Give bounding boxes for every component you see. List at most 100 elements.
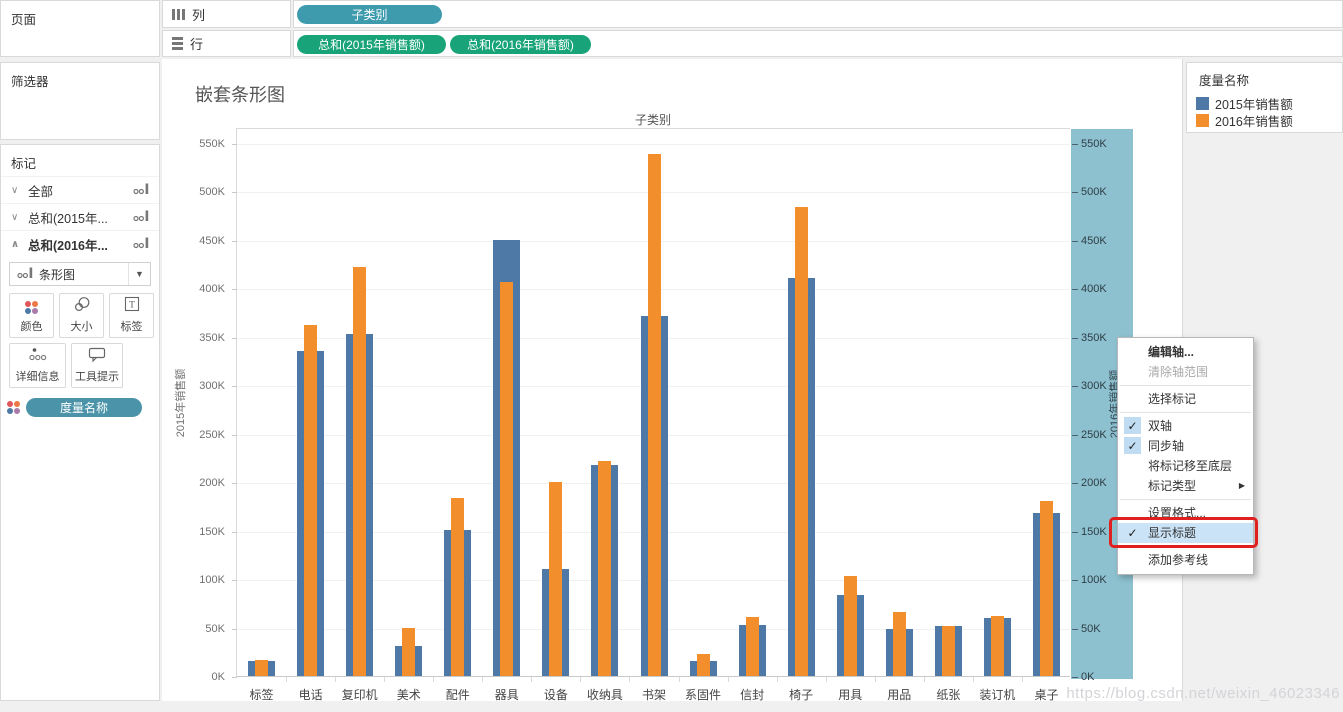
x-category-label[interactable]: 配件 — [445, 688, 470, 702]
y-tick-mark — [232, 192, 237, 193]
pill-sum-2016-sales[interactable]: 总和(2016年销售额) — [450, 35, 591, 54]
marks-row-sum-2016[interactable]: ∧ 总和(2016年... — [1, 230, 159, 257]
bar-chart-icon — [133, 183, 149, 198]
x-category-label[interactable]: 系固件 — [685, 688, 722, 702]
right-tick-label: 350K — [1081, 331, 1107, 344]
bar-2016年销售额-系固件[interactable] — [696, 653, 710, 676]
bar-chart-icon — [133, 210, 149, 225]
y-tick-label: 500K — [199, 186, 225, 198]
bar-2016年销售额-器具[interactable] — [500, 282, 514, 676]
bar-2016年销售额-美术[interactable] — [402, 627, 416, 676]
y-tick-mark — [232, 240, 237, 242]
legend-swatch — [1196, 114, 1209, 127]
bar-2016年销售额-标签[interactable] — [255, 659, 269, 676]
bar-2016年销售额-收纳具[interactable] — [598, 460, 612, 676]
legend-item[interactable]: 2015年销售额 — [1187, 95, 1342, 112]
chevron-up-icon[interactable]: ∧ — [11, 238, 20, 250]
bar-chart-icon — [133, 237, 149, 252]
menu-item-format[interactable]: 设置格式... — [1148, 506, 1207, 520]
rows-shelf[interactable]: 总和(2015年销售额) 总和(2016年销售额) — [293, 30, 1343, 57]
x-category-label[interactable]: 收纳具 — [586, 688, 623, 702]
color-button[interactable]: 颜色 — [9, 293, 54, 338]
detail-button[interactable]: 详细信息 — [9, 343, 66, 388]
y-tick-mark — [232, 289, 237, 290]
right-tick-label: 200K — [1081, 477, 1107, 489]
menu-item-synchronize-axis[interactable]: ✓ 同步轴 — [1118, 436, 1253, 456]
y-tick-label: 450K — [199, 234, 225, 247]
bar-2016年销售额-纸张[interactable] — [941, 625, 955, 676]
marks-row-all[interactable]: ∨ 全部 — [1, 176, 159, 203]
marks-label: 标记 — [11, 157, 37, 171]
bar-2016年销售额-信封[interactable] — [745, 616, 759, 676]
columns-shelf[interactable]: 子类别 — [293, 0, 1343, 28]
legend-item[interactable]: 2016年销售额 — [1187, 112, 1342, 129]
right-tick-mark — [1072, 677, 1078, 678]
left-axis-title: 2015年销售额 — [175, 368, 188, 437]
filters-shelf[interactable]: 筛选器 — [0, 62, 160, 140]
rows-icon — [172, 37, 183, 50]
right-tick-label: 300K — [1081, 380, 1107, 392]
menu-item-select-marks[interactable]: 选择标记 — [1148, 392, 1197, 406]
bar-2016年销售额-装订机[interactable] — [990, 615, 1004, 676]
pill-subcategory[interactable]: 子类别 — [297, 5, 442, 24]
menu-item-add-reference-line[interactable]: 添加参考线 — [1148, 553, 1209, 567]
menu-item-move-marks-to-back[interactable]: 将标记移至底层 — [1148, 459, 1233, 473]
right-tick-mark — [1072, 289, 1078, 290]
bar-2016年销售额-桌子[interactable] — [1039, 501, 1053, 676]
label-button[interactable]: T 标签 — [109, 293, 154, 338]
marks-rows: ∨ 全部 ∨ 总和(2015年... ∧ 总和(2016年... — [1, 176, 159, 257]
x-category-label[interactable]: 装订机 — [979, 688, 1016, 702]
size-button[interactable]: 大小 — [59, 293, 104, 338]
right-tick-label: 400K — [1081, 283, 1107, 295]
menu-item-edit-axis[interactable]: 编辑轴... — [1148, 345, 1195, 359]
check-icon: ✓ — [1124, 437, 1141, 454]
x-tick-mark — [678, 677, 680, 682]
x-category-label[interactable]: 设备 — [543, 688, 568, 702]
x-category-label[interactable]: 用品 — [887, 688, 912, 702]
x-category-label[interactable]: 复印机 — [341, 688, 378, 702]
x-category-label[interactable]: 标签 — [249, 688, 274, 702]
x-tick-mark — [923, 677, 925, 682]
menu-item-mark-type[interactable]: 标记类型 ▶ — [1118, 476, 1253, 496]
x-category-label[interactable]: 用具 — [838, 688, 863, 702]
tooltip-button[interactable]: 工具提示 — [71, 343, 123, 388]
y-tick-label: 100K — [199, 574, 225, 586]
chart-plot-area[interactable]: 2015年销售额 2016年销售额 0K 50K 100K 150K 200K 250K 3… — [175, 128, 1133, 702]
pages-shelf[interactable]: 页面 — [0, 0, 160, 57]
y-tick-mark — [232, 337, 237, 339]
right-tick-mark — [1072, 628, 1078, 630]
chevron-down-icon[interactable]: ▼ — [128, 263, 150, 285]
pill-sum-2015-sales[interactable]: 总和(2015年销售额) — [297, 35, 446, 54]
x-category-label[interactable]: 器具 — [494, 688, 519, 702]
x-category-label[interactable]: 纸张 — [936, 688, 961, 702]
mark-type-dropdown[interactable]: 条形图 ▼ — [9, 262, 151, 286]
x-tick-mark — [727, 677, 729, 682]
bar-2016年销售额-书架[interactable] — [647, 154, 661, 676]
x-tick-mark — [286, 677, 288, 682]
marks-row-sum-2015[interactable]: ∨ 总和(2015年... — [1, 203, 159, 230]
y-tick-label: 400K — [199, 283, 225, 295]
right-tick-mark — [1072, 580, 1078, 581]
bar-2016年销售额-椅子[interactable] — [794, 206, 808, 676]
bar-2016年销售额-复印机[interactable] — [353, 266, 367, 676]
menu-item-show-header[interactable]: ✓ 显示标题 — [1118, 523, 1253, 543]
bar-2016年销售额-配件[interactable] — [451, 497, 465, 676]
x-category-label[interactable]: 美术 — [396, 688, 421, 702]
x-category-label[interactable]: 椅子 — [789, 688, 814, 702]
legend-card[interactable]: 度量名称 2015年销售额 2016年销售额 — [1186, 62, 1343, 133]
x-category-label[interactable]: 书架 — [641, 688, 666, 702]
bar-2016年销售额-电话[interactable] — [304, 324, 318, 676]
x-category-label[interactable]: 桌子 — [1034, 688, 1059, 702]
bar-2016年销售额-设备[interactable] — [549, 482, 563, 676]
right-tick-mark — [1072, 386, 1078, 387]
pill-measure-names[interactable]: 度量名称 — [26, 398, 142, 417]
x-category-label[interactable]: 信封 — [740, 688, 765, 702]
right-tick-label: 500K — [1081, 186, 1107, 198]
chevron-down-icon[interactable]: ∨ — [11, 184, 19, 196]
bar-2016年销售额-用品[interactable] — [892, 611, 906, 676]
chevron-down-icon[interactable]: ∨ — [11, 211, 19, 223]
bar-2016年销售额-用具[interactable] — [843, 576, 857, 676]
menu-item-dual-axis[interactable]: ✓ 双轴 — [1118, 416, 1253, 436]
x-category-label[interactable]: 电话 — [298, 688, 323, 702]
